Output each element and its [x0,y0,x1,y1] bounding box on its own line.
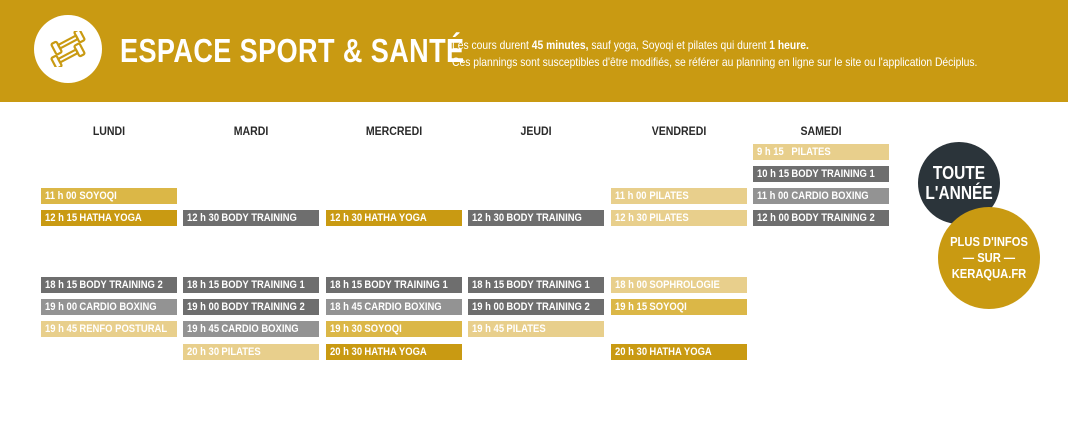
plus-infos-badge[interactable]: PLUS D'INFOS — SUR — KERAQUA.FR [938,207,1040,309]
class-slot: 19 h 00 BODY TRAINING 2 [183,299,319,315]
header-banner: ESPACE SPORT & SANTÉ Les cours durent 45… [0,0,1068,102]
page-title: ESPACE SPORT & SANTÉ [120,32,465,69]
class-slot: 19 h 00 CARDIO BOXING [41,299,177,315]
day-header-mardi: MARDI [233,124,269,138]
class-slot: 20 h 30 HATHA YOGA [326,344,462,360]
class-slot: 19 h 45 RENFO POSTURAL [41,321,177,337]
class-slot: 11 h 00 SOYOQI [41,188,177,204]
class-slot: 12 h 30 BODY TRAINING [468,210,604,226]
day-header-lundi: LUNDI [92,124,126,138]
class-slot: 20 h 30 HATHA YOGA [611,344,747,360]
class-slot: 19 h 45 PILATES [468,321,604,337]
class-slot: 12 h 30 BODY TRAINING [183,210,319,226]
info-text: Les cours durent 45 minutes, sauf yoga, … [452,37,977,71]
day-header-vendredi: VENDREDI [651,124,707,138]
class-slot: 18 h 15 BODY TRAINING 1 [326,277,462,293]
class-slot: 11 h 00 CARDIO BOXING [753,188,889,204]
class-slot: 20 h 30 PILATES [183,344,319,360]
info-line-2: Ces plannings sont susceptibles d'être m… [452,55,978,69]
dumbbell-icon [50,31,86,67]
class-slot: 18 h 00 SOPHROLOGIE [611,277,747,293]
class-slot: 18 h 15 BODY TRAINING 1 [183,277,319,293]
class-slot: 19 h 00 BODY TRAINING 2 [468,299,604,315]
class-slot: 18 h 15 BODY TRAINING 2 [41,277,177,293]
day-header-jeudi: JEUDI [520,124,552,138]
day-header-mercredi: MERCREDI [365,124,423,138]
class-slot: 18 h 15 BODY TRAINING 1 [468,277,604,293]
class-slot: 19 h 45 CARDIO BOXING [183,321,319,337]
class-slot: 12 h 15 HATHA YOGA [41,210,177,226]
class-slot: 12 h 30 PILATES [611,210,747,226]
class-slot: 12 h 00 BODY TRAINING 2 [753,210,889,226]
class-slot: 19 h 30 SOYOQI [326,321,462,337]
class-slot: 10 h 15 BODY TRAINING 1 [753,166,889,182]
class-slot: 12 h 30 HATHA YOGA [326,210,462,226]
class-slot: 19 h 15 SOYOQI [611,299,747,315]
info-line-1: Les cours durent 45 minutes, sauf yoga, … [452,38,809,52]
class-slot: 9 h 15 PILATES [753,144,889,160]
day-header-samedi: SAMEDI [800,124,842,138]
logo-badge [34,15,102,83]
class-slot: 11 h 00 PILATES [611,188,747,204]
class-slot: 18 h 45 CARDIO BOXING [326,299,462,315]
